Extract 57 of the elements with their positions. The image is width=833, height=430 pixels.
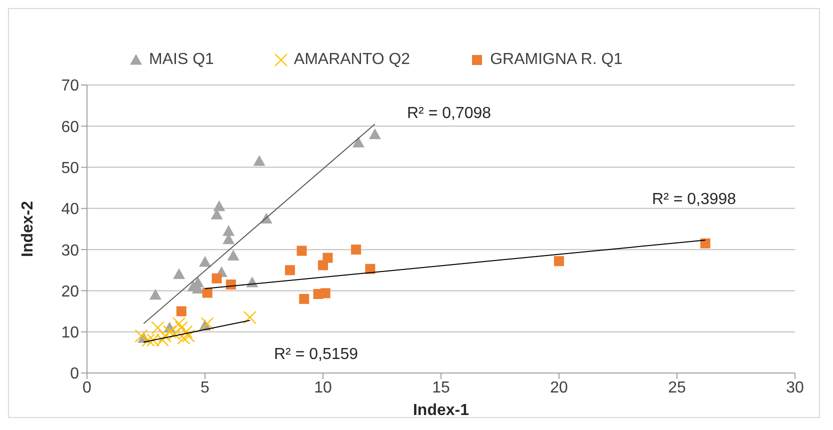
annotation: R² = 0,3998 xyxy=(652,191,736,209)
point xyxy=(322,252,333,263)
point xyxy=(368,128,381,140)
point xyxy=(202,288,212,298)
point xyxy=(199,256,211,267)
legend-label: GRAMIGNA R. Q1 xyxy=(490,51,623,69)
x-tick-label: 0 xyxy=(82,379,92,396)
y-tick-label: 10 xyxy=(61,324,80,342)
point xyxy=(365,264,376,274)
point xyxy=(352,136,364,148)
point xyxy=(554,256,564,266)
point xyxy=(227,250,240,261)
point xyxy=(172,317,186,330)
point xyxy=(146,333,160,347)
point xyxy=(296,246,307,256)
point xyxy=(253,155,266,166)
point xyxy=(182,329,196,343)
point xyxy=(320,288,330,298)
point xyxy=(168,327,181,341)
x-tick-label: 25 xyxy=(668,379,686,396)
x-tick-label: 30 xyxy=(786,379,804,396)
x-axis-title: Index-1 xyxy=(412,402,470,419)
point xyxy=(163,325,176,338)
x-tick-label: 15 xyxy=(432,379,450,396)
y-tick-label: 0 xyxy=(70,366,80,383)
x-tick-label: 5 xyxy=(200,379,210,396)
y-axis-title: Index-2 xyxy=(20,200,37,258)
point xyxy=(158,329,172,343)
point xyxy=(213,200,226,212)
point xyxy=(200,317,214,330)
point xyxy=(299,294,310,304)
annotation: R² = 0,5159 xyxy=(274,346,358,364)
point xyxy=(156,333,170,347)
point xyxy=(284,265,295,276)
legend-label: MAIS Q1 xyxy=(149,51,214,69)
point xyxy=(176,306,186,316)
point xyxy=(142,333,155,347)
annotation: R² = 0,7098 xyxy=(407,105,492,123)
point xyxy=(243,310,256,324)
point xyxy=(351,244,362,255)
y-tick-label: 30 xyxy=(61,242,80,260)
y-tick-label: 70 xyxy=(61,78,80,95)
point xyxy=(180,325,193,338)
point xyxy=(700,238,710,248)
x-tick-label: 10 xyxy=(314,379,332,396)
y-tick-label: 20 xyxy=(61,283,80,300)
point xyxy=(173,268,186,280)
point xyxy=(222,225,235,236)
y-tick-label: 60 xyxy=(61,118,80,136)
point xyxy=(212,273,222,284)
y-tick-label: 40 xyxy=(61,201,80,218)
point xyxy=(149,288,162,300)
x-tick-label: 20 xyxy=(550,379,568,396)
point xyxy=(134,329,148,343)
point xyxy=(151,321,164,334)
legend-label: AMARANTO Q2 xyxy=(294,51,410,69)
y-tick-label: 50 xyxy=(61,160,80,177)
